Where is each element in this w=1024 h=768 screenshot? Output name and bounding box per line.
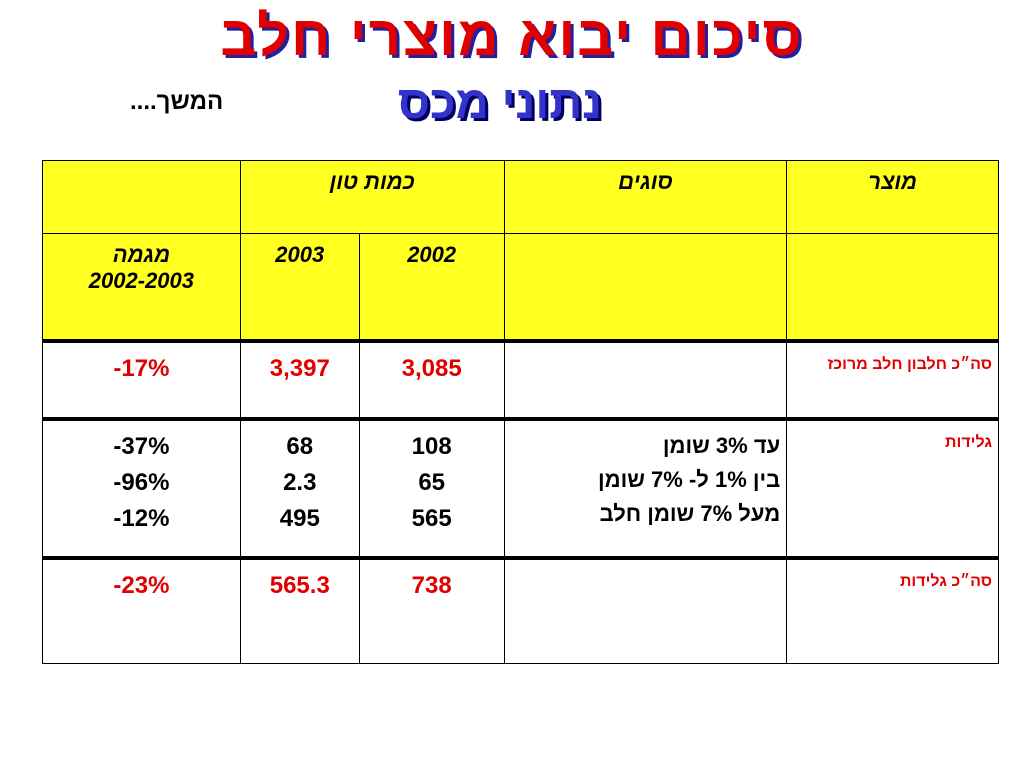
types-cell [503, 555, 788, 664]
header-cell: מוצר [786, 160, 999, 234]
value: 565.3 [269, 571, 330, 599]
y2002-cell: 738 [358, 555, 505, 664]
trend-cell: -23% [42, 555, 241, 664]
value: 3,397 [269, 354, 330, 382]
continued: המשך.... [130, 88, 224, 115]
header-row: מוצר סוגים כמות טון [42, 160, 999, 234]
value: 738 [411, 571, 452, 599]
value: -96% [113, 468, 170, 496]
value: 68 [286, 432, 314, 460]
header-cell: סוגים [503, 160, 788, 234]
y2003-cell: 565.3 [239, 555, 360, 664]
type-line: מעל 7% שומן חלב [599, 500, 781, 526]
product-cell: סה״כ חלבון חלב מרוכז [786, 338, 999, 419]
y2002-cell: 108 65 565 [358, 416, 505, 558]
header-cell: 2003 [239, 233, 360, 341]
value: 65 [418, 468, 446, 496]
trend-cell: -17% [42, 338, 241, 419]
header-row: 2002 2003 מגמה 2002-2003 [42, 233, 999, 341]
value: 2.3 [283, 468, 317, 496]
header-cell [503, 233, 788, 341]
y2003-cell: 3,397 [239, 338, 360, 419]
value: -23% [113, 571, 170, 599]
type-line: עד 3% שומן [662, 432, 781, 458]
value: 495 [279, 504, 320, 532]
row: סה״כ חלבון חלב מרוכז 3,085 3,397 -17% [42, 338, 999, 419]
header-cell: 2002 [358, 233, 505, 341]
table: מוצר סוגים כמות טון 2002 2003 מגמה 2002-2… [42, 160, 999, 664]
y2002-cell: 3,085 [358, 338, 505, 419]
row: סה״כ גלידות 738 565.3 -23% [42, 555, 999, 664]
product-cell: סה״כ גלידות [786, 555, 999, 664]
row: גלידות עד 3% שומן בין 1% ל- 7% שומן מעל 7% … [42, 416, 999, 558]
header-cell [42, 160, 241, 234]
trend-cell: -37% -96% -12% [42, 416, 241, 558]
value: 3,085 [401, 354, 462, 382]
subtitle: נתוני מכס [397, 76, 603, 128]
type-line: בין 1% ל- 7% שומן [597, 466, 781, 492]
value: -17% [113, 354, 170, 382]
title: סיכום יבוא מוצרי חלב [220, 4, 804, 67]
value: -37% [113, 432, 170, 460]
types-cell: עד 3% שומן בין 1% ל- 7% שומן מעל 7% שומן ח… [503, 416, 788, 558]
header-cell [786, 233, 999, 341]
value: 108 [411, 432, 452, 460]
header-line: מגמה [112, 242, 171, 267]
header-cell: כמות טון [239, 160, 505, 234]
y2003-cell: 68 2.3 495 [239, 416, 360, 558]
product-cell: גלידות [786, 416, 999, 558]
value: -12% [113, 504, 170, 532]
header-cell: מגמה 2002-2003 [42, 233, 241, 341]
header-line: 2002-2003 [88, 268, 195, 293]
value: 565 [411, 504, 452, 532]
types-cell [503, 338, 788, 419]
